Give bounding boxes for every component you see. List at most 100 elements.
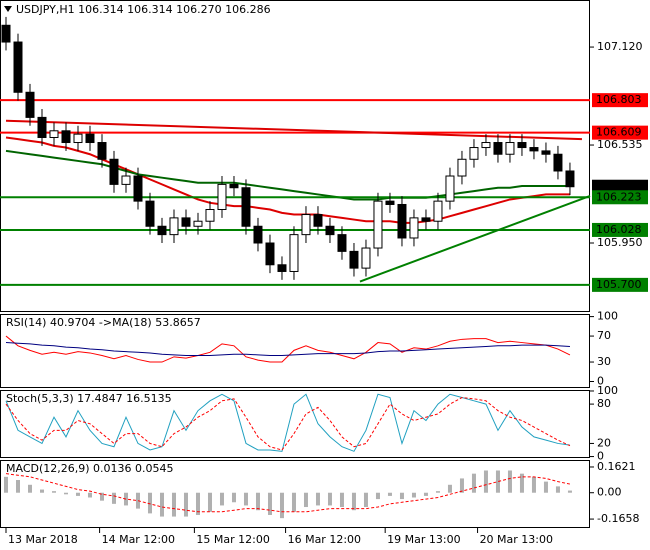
candle-body	[13, 41, 23, 93]
histogram-bar	[315, 492, 320, 506]
histogram-bar	[171, 492, 176, 517]
indicator-pane	[0, 314, 590, 388]
candle-body	[193, 220, 203, 227]
candle-body	[541, 150, 551, 155]
histogram-bar	[531, 476, 536, 493]
histogram-bar	[3, 476, 8, 493]
histogram-bar	[387, 492, 392, 496]
y-tick-label: 107.120	[597, 40, 643, 53]
candle-body	[97, 142, 107, 160]
histogram-bar	[519, 473, 524, 493]
y-tick-label: 0	[597, 375, 604, 388]
indicator-line	[5, 473, 571, 513]
level-tag	[592, 222, 648, 237]
trend-line	[359, 194, 591, 283]
histogram-bar	[507, 470, 512, 493]
y-tick-label: 80	[597, 397, 611, 410]
level-label: 106.223	[596, 190, 642, 203]
histogram-bar	[135, 492, 140, 509]
level-label: 106.803	[596, 93, 642, 106]
candle-body	[445, 175, 455, 202]
histogram-bar	[219, 492, 224, 506]
candle-body	[301, 214, 311, 236]
candle-body	[529, 147, 539, 152]
histogram-bar	[279, 492, 284, 519]
candle-body	[517, 142, 527, 149]
y-tick-label: 105.950	[597, 236, 643, 249]
candle-body	[457, 158, 467, 177]
candle-body	[37, 116, 47, 138]
histogram-bar	[231, 492, 236, 503]
level-label: 106.286	[596, 180, 642, 193]
indicator-pane	[0, 390, 590, 458]
candle-body	[145, 200, 155, 227]
indicator-line	[5, 335, 571, 363]
candle-body	[109, 158, 119, 185]
candle-body	[241, 187, 251, 227]
candle-body	[409, 217, 419, 239]
y-tick-label: 0	[597, 450, 604, 463]
candle-body	[493, 142, 503, 155]
histogram-bar	[39, 489, 44, 493]
histogram-bar	[363, 492, 368, 508]
candle-body	[289, 234, 299, 272]
candle-body	[361, 247, 371, 269]
candle-body	[49, 130, 59, 138]
histogram-bar	[147, 492, 152, 514]
level-tag	[592, 190, 648, 205]
candle-body	[313, 214, 323, 227]
candle-body	[265, 242, 275, 266]
candle-body	[505, 142, 515, 155]
histogram-bar	[375, 492, 380, 500]
menu-arrow	[4, 6, 12, 12]
histogram-bar	[435, 491, 440, 493]
histogram-bar	[87, 492, 92, 498]
histogram-bar	[567, 490, 572, 493]
histogram-bar	[111, 492, 116, 504]
level-tag	[592, 93, 648, 108]
level-label: 105.700	[596, 278, 642, 291]
candle-body	[85, 133, 95, 144]
level-label: 106.028	[596, 223, 642, 236]
histogram-bar	[159, 492, 164, 517]
histogram-bar	[327, 492, 332, 506]
histogram-bar	[459, 478, 464, 493]
y-tick-label: 0.1621	[597, 460, 636, 473]
histogram-bar	[411, 492, 416, 498]
histogram-bar	[267, 492, 272, 515]
level-tag	[592, 277, 648, 292]
y-tick-label: 20	[597, 436, 611, 449]
y-tick-label: 0.00	[597, 486, 622, 499]
histogram-bar	[243, 492, 248, 506]
indicator-line	[5, 397, 571, 451]
pane-title: Stoch(5,3,3) 17.4847 16.5135	[6, 392, 172, 405]
histogram-bar	[195, 492, 200, 515]
histogram-bar	[27, 484, 32, 493]
x-tick-label: 19 Mar 13:00	[387, 533, 460, 546]
pane-title: MACD(12,26,9) 0.0136 0.0545	[6, 462, 174, 475]
candle-body	[133, 175, 143, 202]
histogram-bar	[291, 492, 296, 512]
y-tick-label: 30	[597, 355, 611, 368]
candle-body	[481, 142, 491, 149]
candle-body	[373, 200, 383, 249]
histogram-bar	[483, 470, 488, 493]
candle-body	[121, 175, 131, 185]
indicator-line	[5, 342, 570, 357]
histogram-bar	[399, 492, 404, 500]
histogram-bar	[255, 492, 260, 511]
candle-body	[337, 234, 347, 252]
y-tick-label: -0.1658	[597, 512, 639, 525]
candle-body	[565, 170, 575, 188]
indicator-pane	[0, 460, 590, 528]
candle-body	[181, 217, 191, 227]
candle-body	[73, 133, 83, 144]
chart-title: USDJPY,H1 106.314 106.314 106.270 106.28…	[16, 3, 271, 16]
histogram-bar	[543, 481, 548, 493]
candle-body	[205, 209, 215, 222]
candle-body	[169, 217, 179, 236]
level-label: 106.609	[596, 126, 642, 139]
moving-average	[5, 149, 570, 201]
candle-body	[469, 147, 479, 160]
